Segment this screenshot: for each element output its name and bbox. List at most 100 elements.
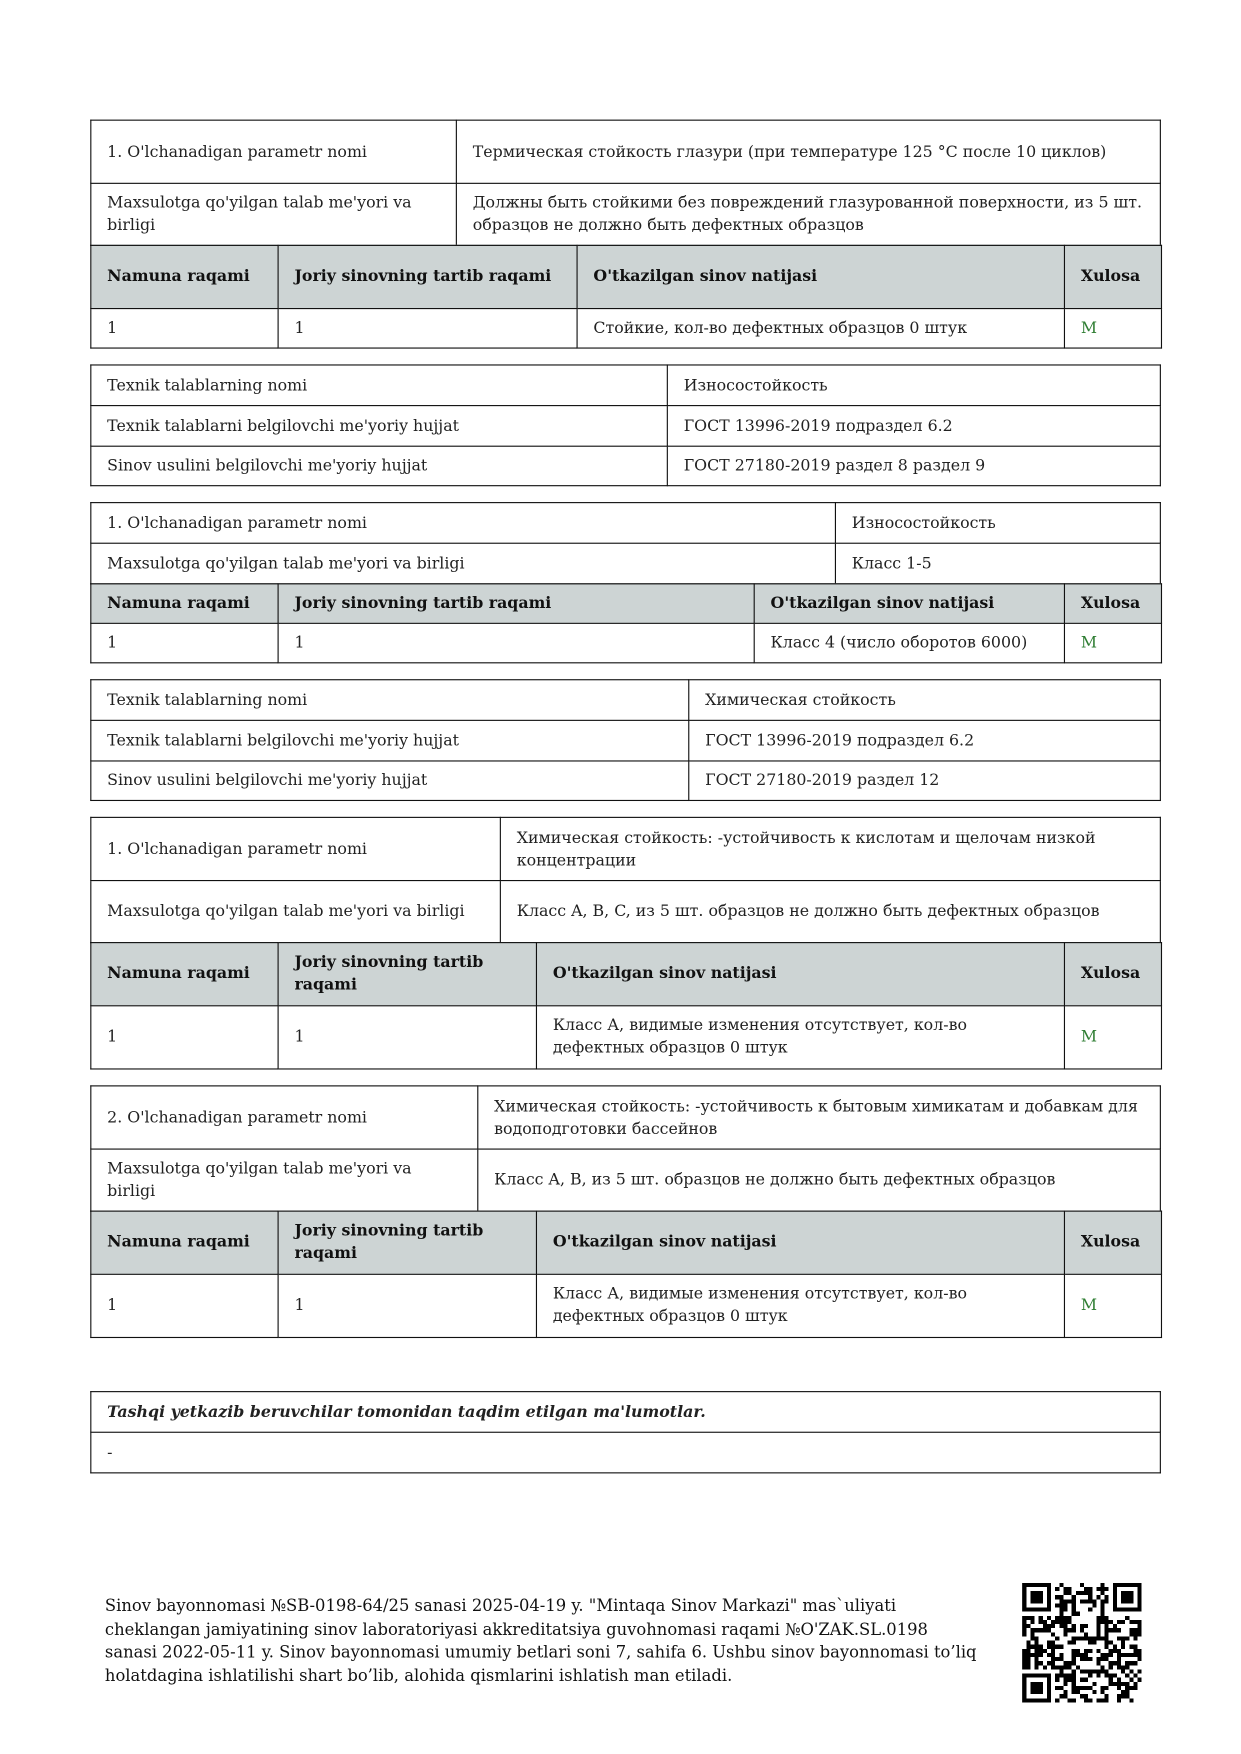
results-table: Namuna raqami Joriy sinovning tartib raqa… (90, 582, 1163, 663)
info-value: Класс A, B, C, из 5 шт. образцов не долж… (499, 879, 1161, 944)
info-value: Класс A, B, из 5 шт. образцов не должно … (477, 1148, 1161, 1212)
parameter-table: 1. O'lchanadigan parametr nomi Износостой… (90, 502, 1161, 585)
parameter-block: 1. O'lchanadigan parametr nomi Термическа… (90, 119, 1163, 349)
info-row: Sinov usulini belgilovchi me'yoriy hujja… (90, 445, 1161, 487)
table-row: 1 1 Класс 4 (число оборотов 6000) M (90, 622, 1163, 663)
conclusion-header: Xulosa (1063, 244, 1163, 309)
info-value: Химическая стойкость: -устойчивость к ки… (499, 816, 1161, 882)
sample-number-cell: 1 (90, 1004, 279, 1069)
info-value: ГОСТ 13996-2019 подраздел 6.2 (666, 405, 1161, 447)
info-label: Sinov usulini belgilovchi me'yoriy hujja… (90, 760, 690, 802)
info-row: Texnik talablarni belgilovchi me'yoriy h… (90, 405, 1161, 447)
parameter-table: 2. O'lchanadigan parametr nomi Химическая… (90, 1085, 1161, 1212)
conclusion-cell: M (1063, 307, 1163, 349)
test-sequence-number-header: Joriy sinovning tartib raqami (277, 244, 578, 309)
table-row: 1 1 Стойкие, кол-во дефектных образцов 0 ш… (90, 307, 1163, 349)
technical-requirements-block: Texnik talablarning nomi Износостойкость T… (90, 364, 1161, 487)
info-label: Sinov usulini belgilovchi me'yoriy hujja… (90, 445, 668, 487)
parameter-table: 1. O'lchanadigan parametr nomi Термическа… (90, 119, 1161, 246)
sample-number-header: Namuna raqami (90, 941, 279, 1006)
info-value: Износостойкость (666, 364, 1161, 407)
info-value: Термическая стойкость глазури (при темпе… (455, 119, 1161, 184)
info-value: Износостойкость (834, 502, 1161, 544)
sample-number-header: Namuna raqami (90, 1209, 279, 1275)
results-table: Namuna raqami Joriy sinovning tartib raqa… (90, 244, 1163, 349)
test-result-cell: Класс А, видимые изменения отсутствует, … (535, 1004, 1066, 1069)
info-row: Maxsulotga qo'yilgan talab me'yori va bi… (90, 879, 1161, 944)
footer-note: Sinov bayonnomasi №SB-0198-64/25 sanasi … (104, 1597, 977, 1685)
test-result-cell: Класс 4 (число оборотов 6000) (753, 622, 1066, 663)
info-label: 1. O'lchanadigan parametr nomi (90, 502, 836, 544)
info-row: Texnik talablarning nomi Химическая стойк… (90, 679, 1161, 721)
info-label: Texnik talablarni belgilovchi me'yoriy h… (90, 719, 690, 762)
info-value: Химическая стойкость (688, 679, 1161, 721)
info-value: ГОСТ 27180-2019 раздел 8 раздел 9 (666, 445, 1161, 487)
parameter-table: Texnik talablarning nomi Химическая стойк… (90, 679, 1161, 802)
info-label: Maxsulotga qo'yilgan talab me'yori va bi… (90, 1148, 479, 1212)
parameter-table: 1. O'lchanadigan parametr nomi Химическая… (90, 816, 1161, 944)
info-label: Texnik talablarni belgilovchi me'yoriy h… (90, 405, 668, 447)
external-info-value: - (90, 1431, 1161, 1474)
conclusion-header: Xulosa (1063, 941, 1163, 1006)
info-value: Класс 1-5 (834, 542, 1161, 585)
sample-number-cell: 1 (90, 307, 279, 349)
info-row: Sinov usulini belgilovchi me'yoriy hujja… (90, 760, 1161, 802)
parameter-block: 1. O'lchanadigan parametr nomi Износостой… (90, 502, 1163, 663)
conclusion-cell: M (1063, 1004, 1163, 1069)
sample-number-cell: 1 (90, 622, 279, 663)
test-result-header: O'tkazilgan sinov natijasi (753, 582, 1066, 624)
test-result-cell: Класс А, видимые изменения отсутствует, … (535, 1273, 1066, 1338)
info-label: Texnik talablarning nomi (90, 364, 668, 407)
info-label: Maxsulotga qo'yilgan talab me'yori va bi… (90, 542, 836, 585)
conclusion-cell: M (1063, 1273, 1163, 1338)
test-sequence-number-header: Joriy sinovning tartib raqami (277, 1209, 538, 1275)
info-value: Химическая стойкость: -устойчивость к бы… (477, 1085, 1161, 1150)
test-result-header: O'tkazilgan sinov natijasi (535, 941, 1066, 1006)
sample-number-header: Namuna raqami (90, 244, 279, 309)
sample-number-header: Namuna raqami (90, 582, 279, 624)
external-info-title: Tashqi yetkazib beruvchilar tomonidan ta… (90, 1391, 1161, 1433)
results-table: Namuna raqami Joriy sinovning tartib raqa… (90, 941, 1163, 1069)
parameter-block: 1. O'lchanadigan parametr nomi Химическая… (90, 816, 1163, 1069)
info-label: Maxsulotga qo'yilgan talab me'yori va bi… (90, 182, 457, 246)
info-row: 2. O'lchanadigan parametr nomi Химическая… (90, 1085, 1161, 1150)
test-sequence-number-cell: 1 (277, 1004, 538, 1069)
info-row: Texnik talablarni belgilovchi me'yoriy h… (90, 719, 1161, 762)
info-label: Maxsulotga qo'yilgan talab me'yori va bi… (90, 879, 501, 944)
table-row: 1 1 Класс А, видимые изменения отсутствует… (90, 1273, 1163, 1338)
test-sequence-number-header: Joriy sinovning tartib raqami (277, 582, 755, 624)
info-value: ГОСТ 27180-2019 раздел 12 (688, 760, 1161, 802)
test-sequence-number-header: Joriy sinovning tartib raqami (277, 941, 538, 1006)
conclusion-header: Xulosa (1063, 1209, 1163, 1275)
test-sequence-number-cell: 1 (277, 307, 578, 349)
conclusion-header: Xulosa (1063, 582, 1163, 624)
conclusion-cell: M (1063, 622, 1163, 663)
test-result-cell: Стойкие, кол-во дефектных образцов 0 шту… (576, 307, 1066, 349)
info-value: ГОСТ 13996-2019 подраздел 6.2 (688, 719, 1161, 762)
qr-code-icon (1022, 1582, 1142, 1703)
info-value: Должны быть стойкими без повреждений гла… (455, 182, 1161, 246)
info-row: Maxsulotga qo'yilgan talab me'yori va bi… (90, 182, 1161, 246)
results-table: Namuna raqami Joriy sinovning tartib raqa… (90, 1209, 1163, 1338)
results-header-row: Namuna raqami Joriy sinovning tartib raqa… (90, 1209, 1163, 1275)
test-result-header: O'tkazilgan sinov natijasi (535, 1209, 1066, 1275)
info-label: 2. O'lchanadigan parametr nomi (90, 1085, 479, 1150)
info-label: Texnik talablarning nomi (90, 679, 690, 721)
info-row: Maxsulotga qo'yilgan talab me'yori va bi… (90, 1148, 1161, 1212)
info-row: Maxsulotga qo'yilgan talab me'yori va bi… (90, 542, 1161, 585)
info-label: 1. O'lchanadigan parametr nomi (90, 816, 501, 882)
info-row: 1. O'lchanadigan parametr nomi Износостой… (90, 502, 1161, 544)
results-header-row: Namuna raqami Joriy sinovning tartib raqa… (90, 582, 1163, 624)
info-row: 1. O'lchanadigan parametr nomi Химическая… (90, 816, 1161, 882)
results-header-row: Namuna raqami Joriy sinovning tartib raqa… (90, 941, 1163, 1006)
info-label: 1. O'lchanadigan parametr nomi (90, 119, 457, 184)
parameter-table: Texnik talablarning nomi Износостойкость T… (90, 364, 1161, 487)
info-row: 1. O'lchanadigan parametr nomi Термическа… (90, 119, 1161, 184)
test-sequence-number-cell: 1 (277, 622, 755, 663)
external-info-table: Tashqi yetkazib beruvchilar tomonidan ta… (90, 1391, 1161, 1474)
parameter-block: 2. O'lchanadigan parametr nomi Химическая… (90, 1085, 1163, 1338)
test-sequence-number-cell: 1 (277, 1273, 538, 1338)
technical-requirements-block: Texnik talablarning nomi Химическая стойк… (90, 679, 1161, 802)
results-header-row: Namuna raqami Joriy sinovning tartib raqa… (90, 244, 1163, 309)
